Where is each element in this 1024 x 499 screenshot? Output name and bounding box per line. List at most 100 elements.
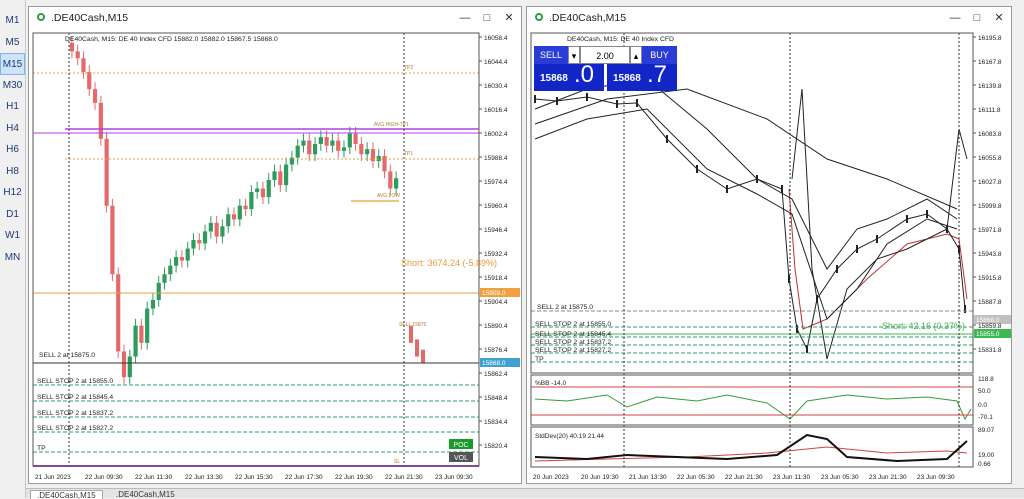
time-axis-label: 23 Jun 05:30 [821, 474, 859, 481]
vol-badge[interactable] [449, 452, 473, 462]
time-axis-label: 23 Jun 09:30 [435, 474, 473, 481]
poc-badge-label: POC [453, 442, 468, 449]
timeframe-h8[interactable]: H8 [6, 165, 19, 177]
maximize-button[interactable]: □ [973, 12, 981, 24]
stddev-signal-line [534, 446, 968, 462]
chart-info: DE40Cash, M15: DE 40 Index CFD [567, 36, 674, 43]
stddev-axis-label: 19.00 [978, 452, 995, 459]
timeframe-d1[interactable]: D1 [6, 208, 19, 220]
poc-badge[interactable] [449, 439, 473, 449]
window-titlebar[interactable]: .DE40Cash,M15 — □ ✕ [527, 7, 1011, 29]
timeframe-mn[interactable]: MN [4, 251, 21, 263]
maximize-button[interactable]: □ [483, 12, 491, 24]
sell-label: SELL 2 at 15875.0 [39, 352, 95, 359]
current-price-tag [974, 315, 1011, 324]
trend-line [788, 188, 968, 330]
bb-axis-label: -70.1 [978, 414, 993, 421]
window-title: .DE40Cash,M15 [51, 12, 129, 24]
bb-indicator-label: %BB -14.0 [535, 380, 566, 387]
close-button[interactable]: ✕ [504, 12, 514, 24]
order-label: SELL STOP 2 at 15827.2 [535, 347, 611, 354]
short-price-tag-text: 15909.0 [482, 290, 506, 297]
buy-price-button[interactable]: 15868 .7 [607, 61, 677, 91]
price-axis-label: 15887.8 [978, 299, 1002, 306]
price-axis-label: 16195.8 [978, 35, 1002, 42]
bb-axis-label: 0.0 [978, 402, 987, 409]
sell-button[interactable]: SELL [534, 46, 568, 64]
order-label: SELL STOP 2 at 15837.2 [37, 410, 113, 417]
time-axis-label: 22 Jun 13:30 [185, 474, 223, 481]
time-axis-label: 21 Jun 2023 [35, 474, 71, 481]
order-label: SELL STOP 2 at 15845.4 [37, 394, 113, 401]
buy-price-small: 15868 [613, 73, 641, 84]
price-axis-label: 15971.8 [978, 227, 1002, 234]
moving-average-line [534, 88, 958, 210]
timeframe-m5[interactable]: M5 [5, 36, 20, 48]
chart-tabs: .DE40Cash,M15 .DE40Cash,M15 [26, 488, 1024, 499]
stddev-axis-label: 0.66 [978, 461, 991, 468]
timeframe-m1[interactable]: M1 [5, 15, 20, 26]
volume-decrease-button[interactable]: ▾ [568, 46, 580, 64]
price-line [534, 96, 966, 351]
window-titlebar[interactable]: .DE40Cash,M15 — □ ✕ [29, 7, 521, 29]
volume-input[interactable]: 2.00 [580, 46, 630, 64]
timeframe-h1[interactable]: H1 [6, 101, 19, 112]
time-axis-label: 23 Jun 11:30 [773, 474, 810, 481]
level-tag: AVG.LOW [377, 193, 400, 199]
price-axis-label: 15820.4 [484, 443, 508, 450]
price-axis-label: 15960.4 [484, 203, 508, 210]
sell-price-small: 15868 [540, 73, 568, 84]
short-price-tag [974, 329, 1011, 338]
timeframe-h12[interactable]: H12 [3, 187, 22, 198]
price-axis-label: 16030.4 [484, 83, 508, 90]
plot-frame [530, 32, 974, 374]
volume-increase-button[interactable]: ▴ [630, 46, 642, 64]
price-axis-label: 15946.4 [484, 227, 508, 234]
timeframe-h6[interactable]: H6 [6, 144, 19, 155]
timeframe-m30[interactable]: M30 [2, 79, 23, 91]
timeframe-h4[interactable]: H4 [6, 122, 19, 134]
level-tag: AVG.HIGH-TP1 [374, 122, 409, 128]
short-price-tag [480, 288, 520, 297]
tab-chart-2[interactable]: .DE40Cash,M15 [116, 490, 175, 499]
time-axis-label: 22 Jun 21:30 [725, 474, 763, 481]
price-axis-label: 15831.8 [978, 347, 1002, 354]
price-axis-label: 15834.4 [484, 419, 508, 426]
sell-price-big: .0 [574, 61, 595, 88]
order-label: SELL STOP 2 at 15837.2 [535, 339, 611, 346]
time-axis-label: 23 Jun 21:30 [869, 474, 907, 481]
minimize-button[interactable]: — [949, 12, 961, 24]
order-label: SELL STOP 2 at 15855.0 [37, 378, 113, 385]
time-axis-label: 22 Jun 09:30 [85, 474, 123, 481]
price-axis-label: 16055.8 [978, 155, 1002, 162]
time-axis-label: 20 Jun 19:30 [581, 474, 619, 481]
price-chart[interactable]: DE40Cash, M15: DE 40 Index CFD Short: 42… [527, 29, 1011, 483]
sell-price-button[interactable]: 15868 .0 [534, 61, 604, 91]
price-axis-label: 16167.8 [978, 59, 1002, 66]
price-axis-label: 15876.4 [484, 347, 508, 354]
price-axis-label: 16016.4 [484, 107, 508, 114]
bb-percent-line [534, 394, 972, 421]
timeframe-w1[interactable]: W1 [5, 230, 20, 241]
price-axis-label: 15943.8 [978, 251, 1002, 258]
price-axis-label: 16027.8 [978, 179, 1002, 186]
timeframe-m15[interactable]: M15 [0, 53, 25, 75]
chart-info: DE40Cash, M15: DE 40 Index CFD 15882.0 1… [65, 36, 278, 43]
current-price-tag-text: 15868.0 [482, 360, 506, 367]
stddev-pane-frame [530, 426, 974, 468]
close-button[interactable]: ✕ [994, 12, 1004, 24]
price-axis-label: 16111.8 [978, 107, 1001, 114]
stddev-indicator-label: StdDev(20) 40.19 21.44 [535, 433, 604, 440]
buy-button[interactable]: BUY [642, 46, 677, 64]
bb-pane-frame [530, 374, 974, 426]
sell-label: SELL 2 at 15875.0 [537, 304, 593, 311]
tab-chart-1[interactable]: .DE40Cash,M15 [30, 490, 103, 499]
price-chart[interactable]: DE40Cash, M15: DE 40 Index CFD 15882.0 1… [29, 29, 521, 483]
buy-price-big: .7 [647, 61, 668, 88]
minimize-button[interactable]: — [459, 12, 471, 24]
price-axis-label: 15890.4 [484, 323, 508, 330]
price-axis-label: 15915.8 [978, 275, 1002, 282]
order-label: SELL STOP 2 at 15845.4 [535, 331, 611, 338]
price-axis-label: 16002.4 [484, 131, 508, 138]
price-axis-label: 15974.4 [484, 179, 508, 186]
